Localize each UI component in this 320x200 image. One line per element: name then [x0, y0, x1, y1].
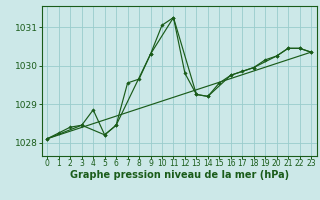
X-axis label: Graphe pression niveau de la mer (hPa): Graphe pression niveau de la mer (hPa): [70, 170, 289, 180]
